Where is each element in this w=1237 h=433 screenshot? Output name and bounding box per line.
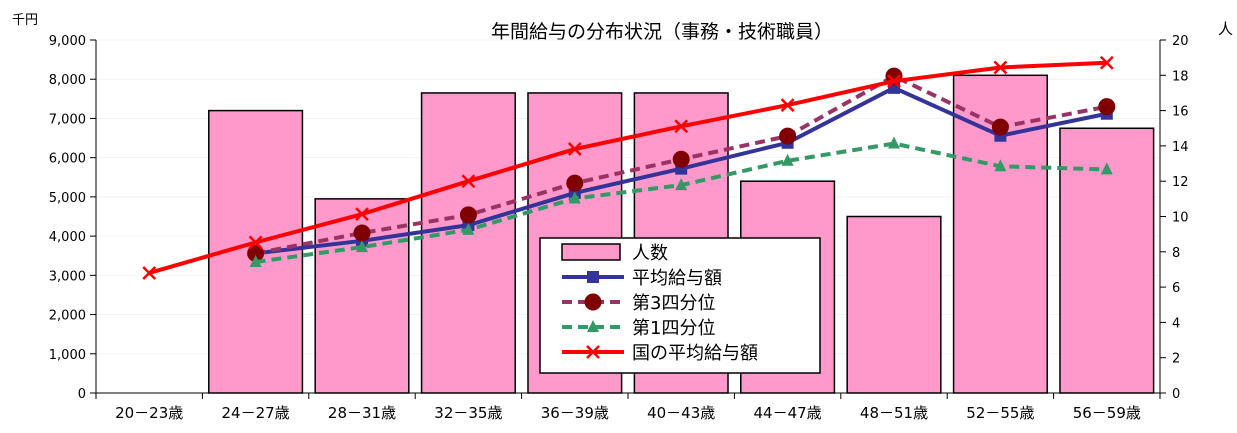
marker-triangle — [249, 254, 262, 267]
chart-title: 年間給与の分布状況（事務・技術職員） — [491, 21, 833, 43]
marker-triangle — [781, 153, 794, 166]
y-right-tick-label: 2 — [1172, 352, 1180, 367]
y-left-tick-label: 9,000 — [49, 34, 86, 49]
y-right-tick-label: 18 — [1172, 69, 1189, 84]
x-category-label: 44－47歳 — [754, 404, 822, 422]
bar-people — [420, 92, 516, 394]
legend-label-4: 国の平均給与額 — [632, 343, 758, 364]
y-left-tick-label: 7,000 — [49, 112, 86, 127]
marker-circle — [672, 150, 690, 168]
y-right-tick-label: 0 — [1172, 387, 1180, 402]
marker-triangle — [675, 178, 688, 191]
marker-circle — [459, 206, 477, 224]
y-right-tick-label: 20 — [1172, 34, 1189, 49]
y-right-unit-label: 人 — [1218, 20, 1233, 38]
marker-circle — [1098, 98, 1116, 116]
x-category-label: 36－39歳 — [541, 404, 609, 422]
marker-x — [567, 142, 582, 156]
marker-x — [586, 345, 600, 359]
marker-circle — [779, 127, 797, 145]
marker-x — [355, 207, 369, 222]
y-left-tick-label: 0 — [78, 387, 86, 402]
x-category-label: 56－59歳 — [1073, 404, 1141, 422]
legend-label-3: 第1四分位 — [632, 318, 715, 339]
marker-x — [674, 119, 689, 134]
marker-circle — [353, 224, 371, 242]
y-left-tick-label: 2,000 — [49, 309, 86, 324]
marker-x — [461, 174, 476, 189]
legend-label-2: 第3四分位 — [632, 293, 715, 314]
marker-triangle — [568, 191, 581, 204]
marker-x — [780, 98, 795, 112]
marker-square — [587, 271, 599, 283]
legend-swatch-people — [561, 243, 621, 261]
series-line-4 — [148, 60, 1107, 275]
legend-label-people: 人数 — [632, 243, 668, 264]
y-right-tick-label: 6 — [1172, 281, 1180, 296]
y-left-tick-label: 3,000 — [49, 269, 86, 284]
marker-triangle — [462, 222, 475, 235]
y-right-tick-label: 4 — [1172, 316, 1180, 331]
y-right-tick-label: 14 — [1172, 140, 1189, 155]
y-right-tick-label: 10 — [1172, 211, 1189, 226]
y-right-tick-label: 12 — [1172, 175, 1189, 190]
y-left-tick-label: 8,000 — [49, 73, 86, 88]
axes — [90, 39, 1166, 399]
marker-circle — [991, 118, 1009, 136]
marker-x — [142, 266, 157, 280]
x-category-label: 40－43歳 — [647, 404, 715, 422]
x-category-label: 20－23歳 — [115, 404, 183, 422]
tick-labels: 0 1,000 2,000 3,000 4,000 5,000 6,000 7,000 8,00… — [49, 34, 1189, 422]
y-left-tick-label: 4,000 — [49, 230, 86, 245]
marker-x — [887, 74, 901, 89]
marker-circle — [584, 293, 602, 311]
marker-triangle — [888, 136, 900, 149]
x-category-label: 48－51歳 — [860, 404, 928, 422]
marker-triangle — [1100, 162, 1113, 175]
legend-label-1: 平均給与額 — [632, 268, 722, 289]
marker-x — [1099, 55, 1114, 70]
x-category-label: 52－55歳 — [966, 404, 1034, 422]
line-series — [142, 55, 1116, 280]
marker-triangle — [587, 320, 599, 332]
y-left-unit-label: 千円 — [12, 13, 38, 28]
y-left-tick-label: 6,000 — [49, 152, 86, 167]
marker-triangle — [356, 240, 368, 253]
marker-x — [993, 60, 1008, 75]
marker-x — [248, 235, 263, 250]
y-right-tick-label: 16 — [1172, 105, 1189, 120]
y-left-tick-label: 5,000 — [49, 191, 86, 206]
marker-triangle — [994, 159, 1007, 172]
marker-circle — [566, 174, 584, 192]
bar-people — [846, 215, 942, 394]
y-right-tick-label: 8 — [1172, 246, 1180, 261]
x-category-label: 24－27歳 — [222, 404, 290, 422]
x-category-label: 28－31歳 — [328, 404, 396, 422]
y-left-tick-label: 1,000 — [49, 348, 86, 363]
x-category-label: 32－35歳 — [434, 404, 502, 422]
